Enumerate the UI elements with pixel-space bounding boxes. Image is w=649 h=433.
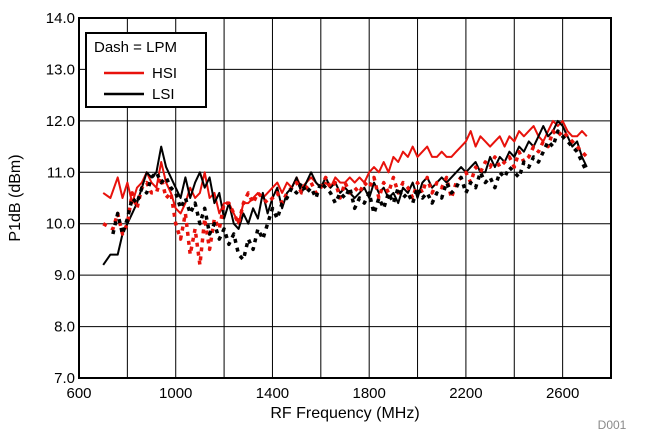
x-tick-label: 2600 — [546, 385, 579, 402]
series-hsi-solid — [102, 119, 588, 225]
figure-id: D001 — [598, 418, 627, 432]
x-tick-label: 600 — [66, 385, 91, 402]
legend-label-hsi: HSI — [152, 65, 177, 82]
x-axis-title: RF Frequency (MHz) — [270, 405, 419, 422]
x-tick-labels: 600 1000 1400 1800 2200 2600 — [66, 385, 579, 402]
y-tick-label: 13.0 — [46, 61, 75, 78]
x-tick-label: 1400 — [256, 385, 289, 402]
legend-label-lsi: LSI — [152, 86, 175, 103]
y-tick-label: 9.0 — [54, 267, 75, 284]
series-hsi-dash — [102, 129, 589, 267]
y-tick-labels: 7.0 8.0 9.0 10.0 11.0 12.0 13.0 14.0 — [46, 10, 75, 387]
legend: Dash = LPM HSI LSI — [85, 32, 207, 108]
series-lines — [102, 119, 589, 267]
y-tick-label: 14.0 — [46, 10, 75, 27]
plot-frame — [78, 17, 612, 379]
x-tick-label: 1000 — [159, 385, 192, 402]
y-tick-label: 10.0 — [46, 216, 75, 233]
y-axis-title: P1dB (dBm) — [7, 154, 24, 241]
series-lsi-dash — [111, 129, 589, 262]
y-tick-label: 7.0 — [54, 370, 75, 387]
y-tick-label: 8.0 — [54, 319, 75, 336]
legend-header: Dash = LPM — [94, 39, 177, 56]
x-tick-label: 1800 — [352, 385, 385, 402]
y-tick-label: 12.0 — [46, 113, 75, 130]
x-tick-label: 2200 — [449, 385, 482, 402]
y-tick-label: 11.0 — [47, 164, 75, 181]
